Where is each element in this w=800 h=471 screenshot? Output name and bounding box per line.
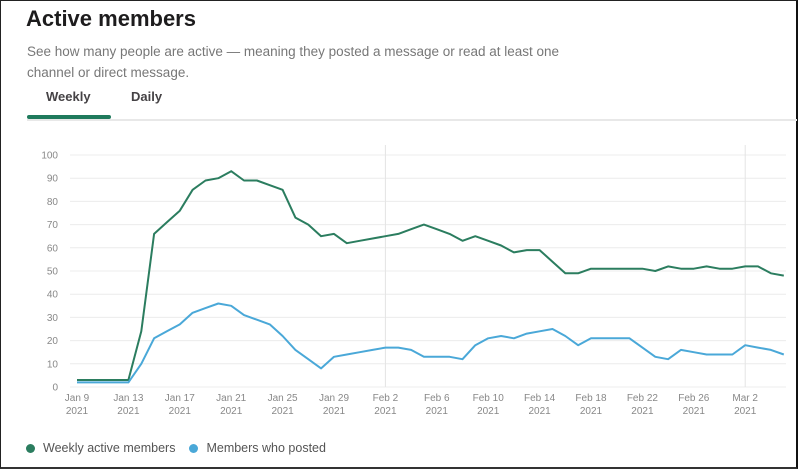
x-tick-year: 2021	[220, 406, 243, 417]
x-tick-label: Jan 17	[165, 393, 195, 404]
y-tick-label: 30	[47, 313, 59, 324]
line-chart: 0 10 20 30 40 50 60 70 80 90 100 Jan 9 2021 Jan 13 20…	[41, 145, 786, 417]
x-tick-year: 2021	[734, 406, 757, 417]
x-tick-year: 2021	[323, 406, 346, 417]
x-tick-label: Feb 18	[575, 393, 607, 404]
x-tick-year: 2021	[117, 406, 140, 417]
legend-dot-posted	[189, 443, 199, 453]
x-tick-year: 2021	[580, 406, 603, 417]
x-tick-label: Jan 21	[216, 393, 246, 404]
x-tick-label: Feb 10	[473, 393, 505, 404]
y-tick-label: 100	[41, 151, 58, 162]
active-tab-indicator	[27, 115, 111, 119]
y-tick-label: 90	[47, 174, 59, 185]
y-tick-label: 80	[47, 197, 59, 208]
x-tick-label: Jan 25	[268, 393, 298, 404]
y-tick-label: 50	[47, 267, 59, 278]
legend-label-weekly: Weekly active members	[43, 441, 176, 455]
series-line-members-posted	[77, 302, 785, 384]
x-tick-label: Feb 2	[373, 393, 399, 404]
x-tick-label: Feb 14	[524, 393, 556, 404]
x-tick-year: 2021	[477, 406, 500, 417]
chart-legend: Weekly active members Members who posted	[26, 441, 340, 455]
x-tick-year: 2021	[528, 406, 551, 417]
x-tick-year: 2021	[66, 406, 89, 417]
legend-item-weekly[interactable]: Weekly active members	[26, 441, 175, 455]
y-tick-label: 70	[47, 220, 59, 231]
x-tick-year: 2021	[374, 406, 397, 417]
x-tick-label: Jan 9	[65, 393, 90, 404]
x-tick-year: 2021	[683, 406, 706, 417]
x-tick-label: Feb 6	[424, 393, 450, 404]
x-tick-label: Jan 29	[319, 393, 349, 404]
y-tick-label: 0	[52, 383, 58, 394]
tab-daily[interactable]: Daily	[131, 89, 163, 104]
page-description: See how many people are active — meaning…	[27, 44, 560, 80]
y-tick-label: 60	[47, 243, 59, 254]
series-line-weekly-active	[77, 170, 784, 381]
legend-item-posted[interactable]: Members who posted	[189, 441, 326, 455]
x-tick-year: 2021	[169, 406, 192, 417]
legend-dot-weekly	[26, 443, 35, 453]
x-tick-year: 2021	[271, 406, 294, 417]
tab-bar: Weekly Daily	[27, 86, 797, 121]
tab-weekly[interactable]: Weekly	[46, 89, 91, 104]
x-tick-label: Jan 13	[113, 393, 143, 404]
y-tick-label: 20	[47, 336, 59, 347]
x-tick-label: Feb 26	[678, 393, 710, 404]
series-lines	[77, 170, 785, 384]
x-tick-year: 2021	[426, 406, 449, 417]
page-title: Active members	[26, 6, 196, 31]
x-axis-ticks: Jan 9 2021 Jan 13 2021 Jan 17 2021 Jan 21 2021 J…	[65, 393, 759, 417]
x-tick-label: Feb 22	[627, 393, 659, 404]
y-axis-ticks: 0 10 20 30 40 50 60 70 80 90 100	[41, 151, 58, 394]
x-tick-year: 2021	[631, 406, 654, 417]
x-tick-label: Mar 2	[732, 393, 758, 404]
legend-label-posted: Members who posted	[206, 441, 326, 455]
y-tick-label: 40	[47, 290, 59, 301]
y-tick-label: 10	[47, 359, 59, 370]
